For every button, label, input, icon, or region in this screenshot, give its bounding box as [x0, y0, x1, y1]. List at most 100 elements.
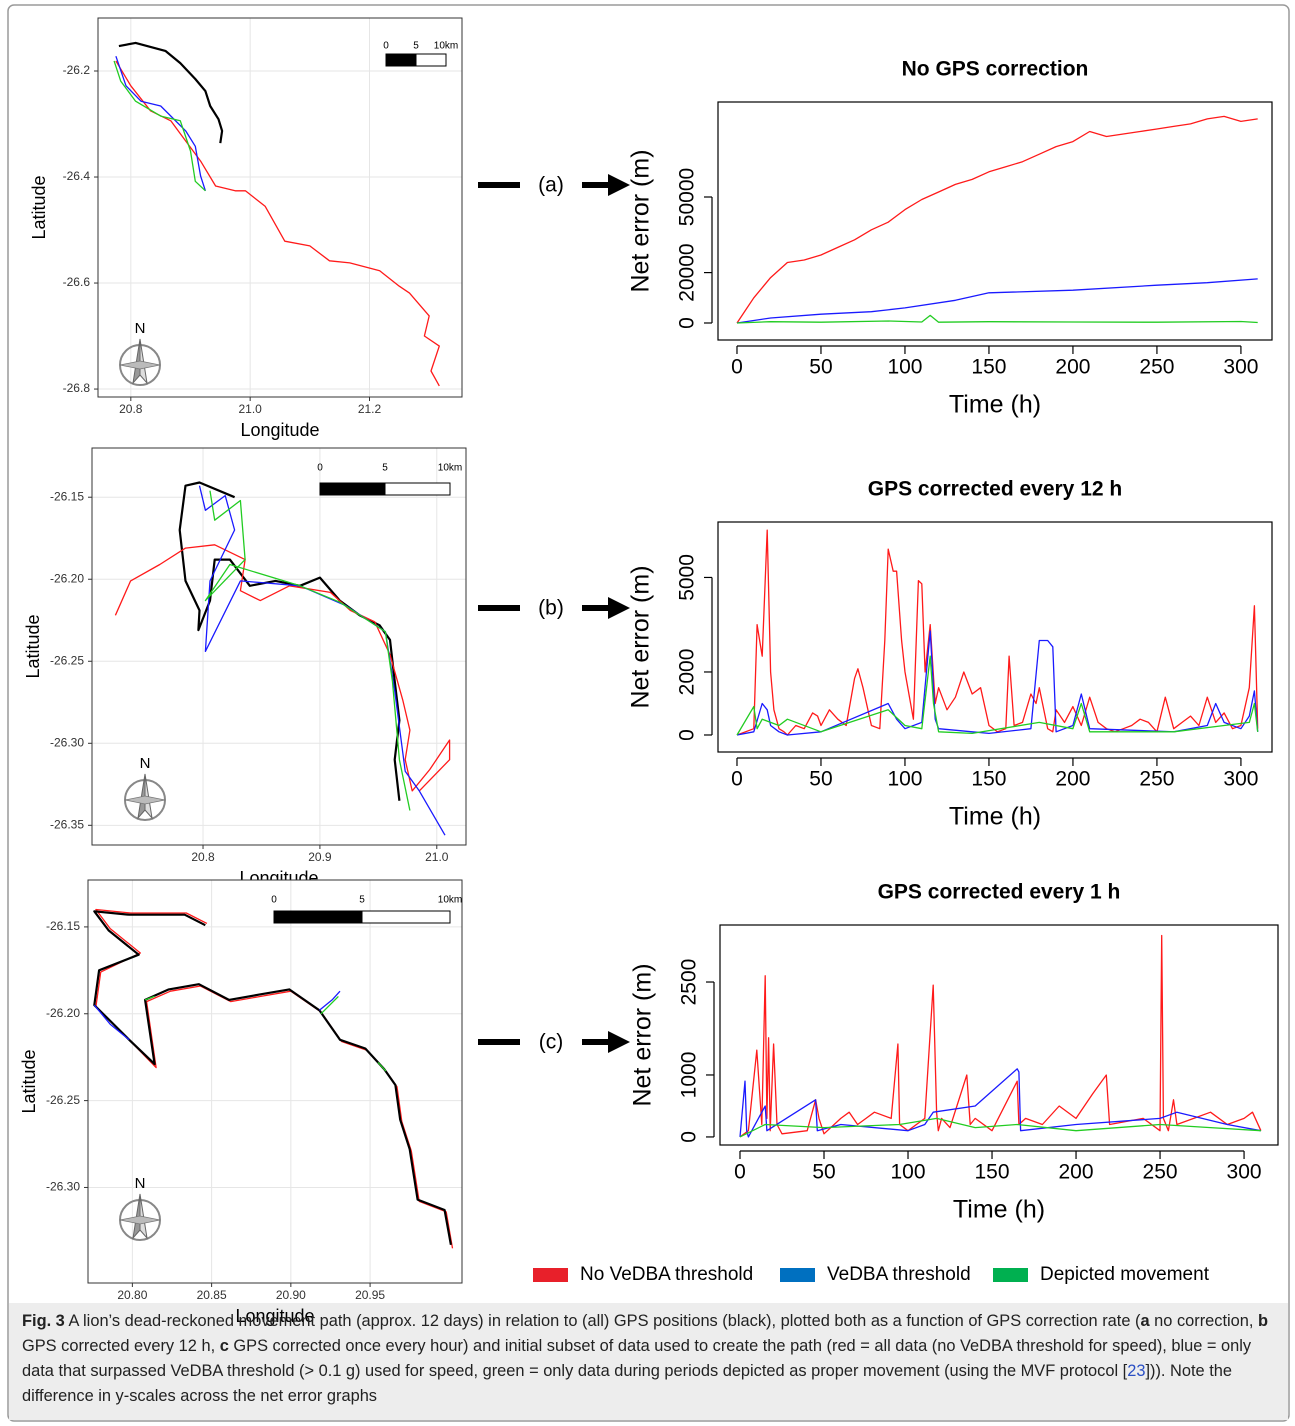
compass-needle	[119, 1215, 161, 1225]
citation-link[interactable]: 23	[1127, 1362, 1146, 1380]
x-tick-label: 100	[887, 768, 922, 791]
x-tick-label: 0	[731, 768, 743, 791]
x-tick-label: 20.8	[191, 850, 215, 864]
y-tick-label: -26.15	[50, 489, 84, 503]
y-tick-label: -26.30	[46, 1180, 80, 1194]
series-line	[736, 115, 1258, 324]
y-axis-title: Net error (m)	[627, 149, 655, 292]
x-tick-label: 20.80	[117, 1288, 147, 1302]
compass-needle	[124, 795, 166, 805]
panel-label: (c)	[539, 1031, 564, 1054]
y-axis-title: Net error (m)	[629, 963, 657, 1106]
series-line	[736, 655, 1259, 736]
north-label: N	[140, 755, 151, 772]
series-line	[736, 630, 1259, 736]
x-axis-title: Longitude	[240, 420, 319, 440]
x-tick-label: 150	[971, 356, 1006, 379]
caption: Fig. 3 A lion’s dead-reckoned movement p…	[22, 1309, 1274, 1409]
series-line	[739, 1068, 1262, 1138]
scale-bar-white	[415, 53, 447, 67]
x-tick-label: 0	[734, 1161, 746, 1184]
x-axis-title: Time (h)	[949, 391, 1041, 419]
scale-bar-label: 10km	[438, 895, 462, 906]
scale-bar-label: 0	[317, 463, 323, 474]
north-arrow: N	[124, 755, 166, 821]
scale-bar-label: 5	[382, 463, 388, 474]
y-tick-label: 2000	[676, 649, 699, 696]
x-tick-label: 200	[1059, 1161, 1094, 1184]
caption-text: ])). Note the difference in y-scales acr…	[22, 1362, 1232, 1405]
arrow-head	[608, 1031, 630, 1053]
y-tick-label: 20000	[676, 243, 699, 301]
x-tick-label: 21.0	[238, 402, 262, 416]
map-path	[113, 60, 206, 192]
y-tick-label: -26.30	[50, 735, 84, 749]
y-tick-label: -26.8	[63, 381, 91, 395]
caption-text: b	[1258, 1312, 1269, 1330]
chart-title: GPS corrected every 12 h	[868, 478, 1122, 501]
north-label: N	[135, 320, 146, 337]
scale-bar-black	[273, 910, 363, 924]
caption-label: Fig. 3	[22, 1312, 65, 1330]
caption-text: c	[219, 1337, 229, 1355]
y-tick-label: -26.25	[50, 653, 84, 667]
legend-label: No VeDBA threshold	[580, 1264, 753, 1285]
x-tick-label: 20.9	[308, 850, 332, 864]
x-tick-label: 300	[1223, 356, 1258, 379]
y-tick-label: 2500	[678, 959, 701, 1006]
y-tick-label: 0	[676, 729, 699, 741]
caption-text: A lion’s dead-reckoned movement path (ap…	[64, 1312, 1141, 1330]
compass-needle	[137, 773, 146, 820]
y-tick-label: -26.20	[46, 1006, 80, 1020]
map-path	[118, 41, 224, 144]
plot-frame	[719, 924, 1279, 1146]
legend-swatch	[533, 1268, 568, 1282]
connectors	[478, 182, 612, 1045]
scale-bar-black	[385, 53, 417, 67]
scale-bar-label: 0	[271, 895, 277, 906]
x-axis-title: Longitude	[235, 1306, 314, 1326]
chart-title: No GPS correction	[902, 58, 1089, 81]
x-tick-label: 21.0	[425, 850, 449, 864]
y-tick-label: 1000	[678, 1052, 701, 1099]
map-path	[114, 544, 451, 792]
x-tick-label: 150	[971, 768, 1006, 791]
arrow-head	[608, 174, 630, 196]
x-tick-label: 21.2	[358, 402, 382, 416]
x-tick-label: 50	[809, 768, 832, 791]
legend-label: VeDBA threshold	[827, 1264, 971, 1285]
north-arrow: N	[119, 320, 161, 386]
map-path	[115, 60, 440, 387]
series-line	[739, 1117, 1261, 1138]
plot-frame	[91, 447, 467, 846]
y-tick-label: -26.2	[63, 63, 91, 77]
x-tick-label: 250	[1139, 768, 1174, 791]
y-tick-label: -26.15	[46, 919, 80, 933]
x-tick-label: 20.95	[355, 1288, 385, 1302]
north-label: N	[135, 1175, 146, 1192]
y-axis-title: Net error (m)	[627, 565, 655, 708]
map-path	[204, 490, 411, 811]
x-tick-label: 50	[809, 356, 832, 379]
y-tick-label: -26.4	[63, 169, 91, 183]
x-tick-label: 20.85	[197, 1288, 227, 1302]
chart-title: GPS corrected every 1 h	[878, 881, 1121, 904]
caption-text: a	[1140, 1312, 1150, 1330]
x-tick-label: 0	[731, 356, 743, 379]
legend-swatch	[993, 1268, 1028, 1282]
x-tick-label: 100	[887, 356, 922, 379]
north-arrow: N	[119, 1175, 161, 1241]
plot-frame	[717, 101, 1273, 341]
scale-bar-label: 5	[413, 41, 419, 52]
panel-label: (b)	[538, 597, 564, 620]
series-line	[736, 529, 1259, 736]
y-tick-label: -26.6	[63, 275, 91, 289]
scale-bar-label: 5	[359, 895, 365, 906]
x-tick-label: 300	[1223, 768, 1258, 791]
caption-background	[9, 1303, 1288, 1420]
x-tick-label: 250	[1139, 356, 1174, 379]
x-tick-label: 20.8	[119, 402, 143, 416]
y-tick-label: 50000	[676, 168, 699, 226]
